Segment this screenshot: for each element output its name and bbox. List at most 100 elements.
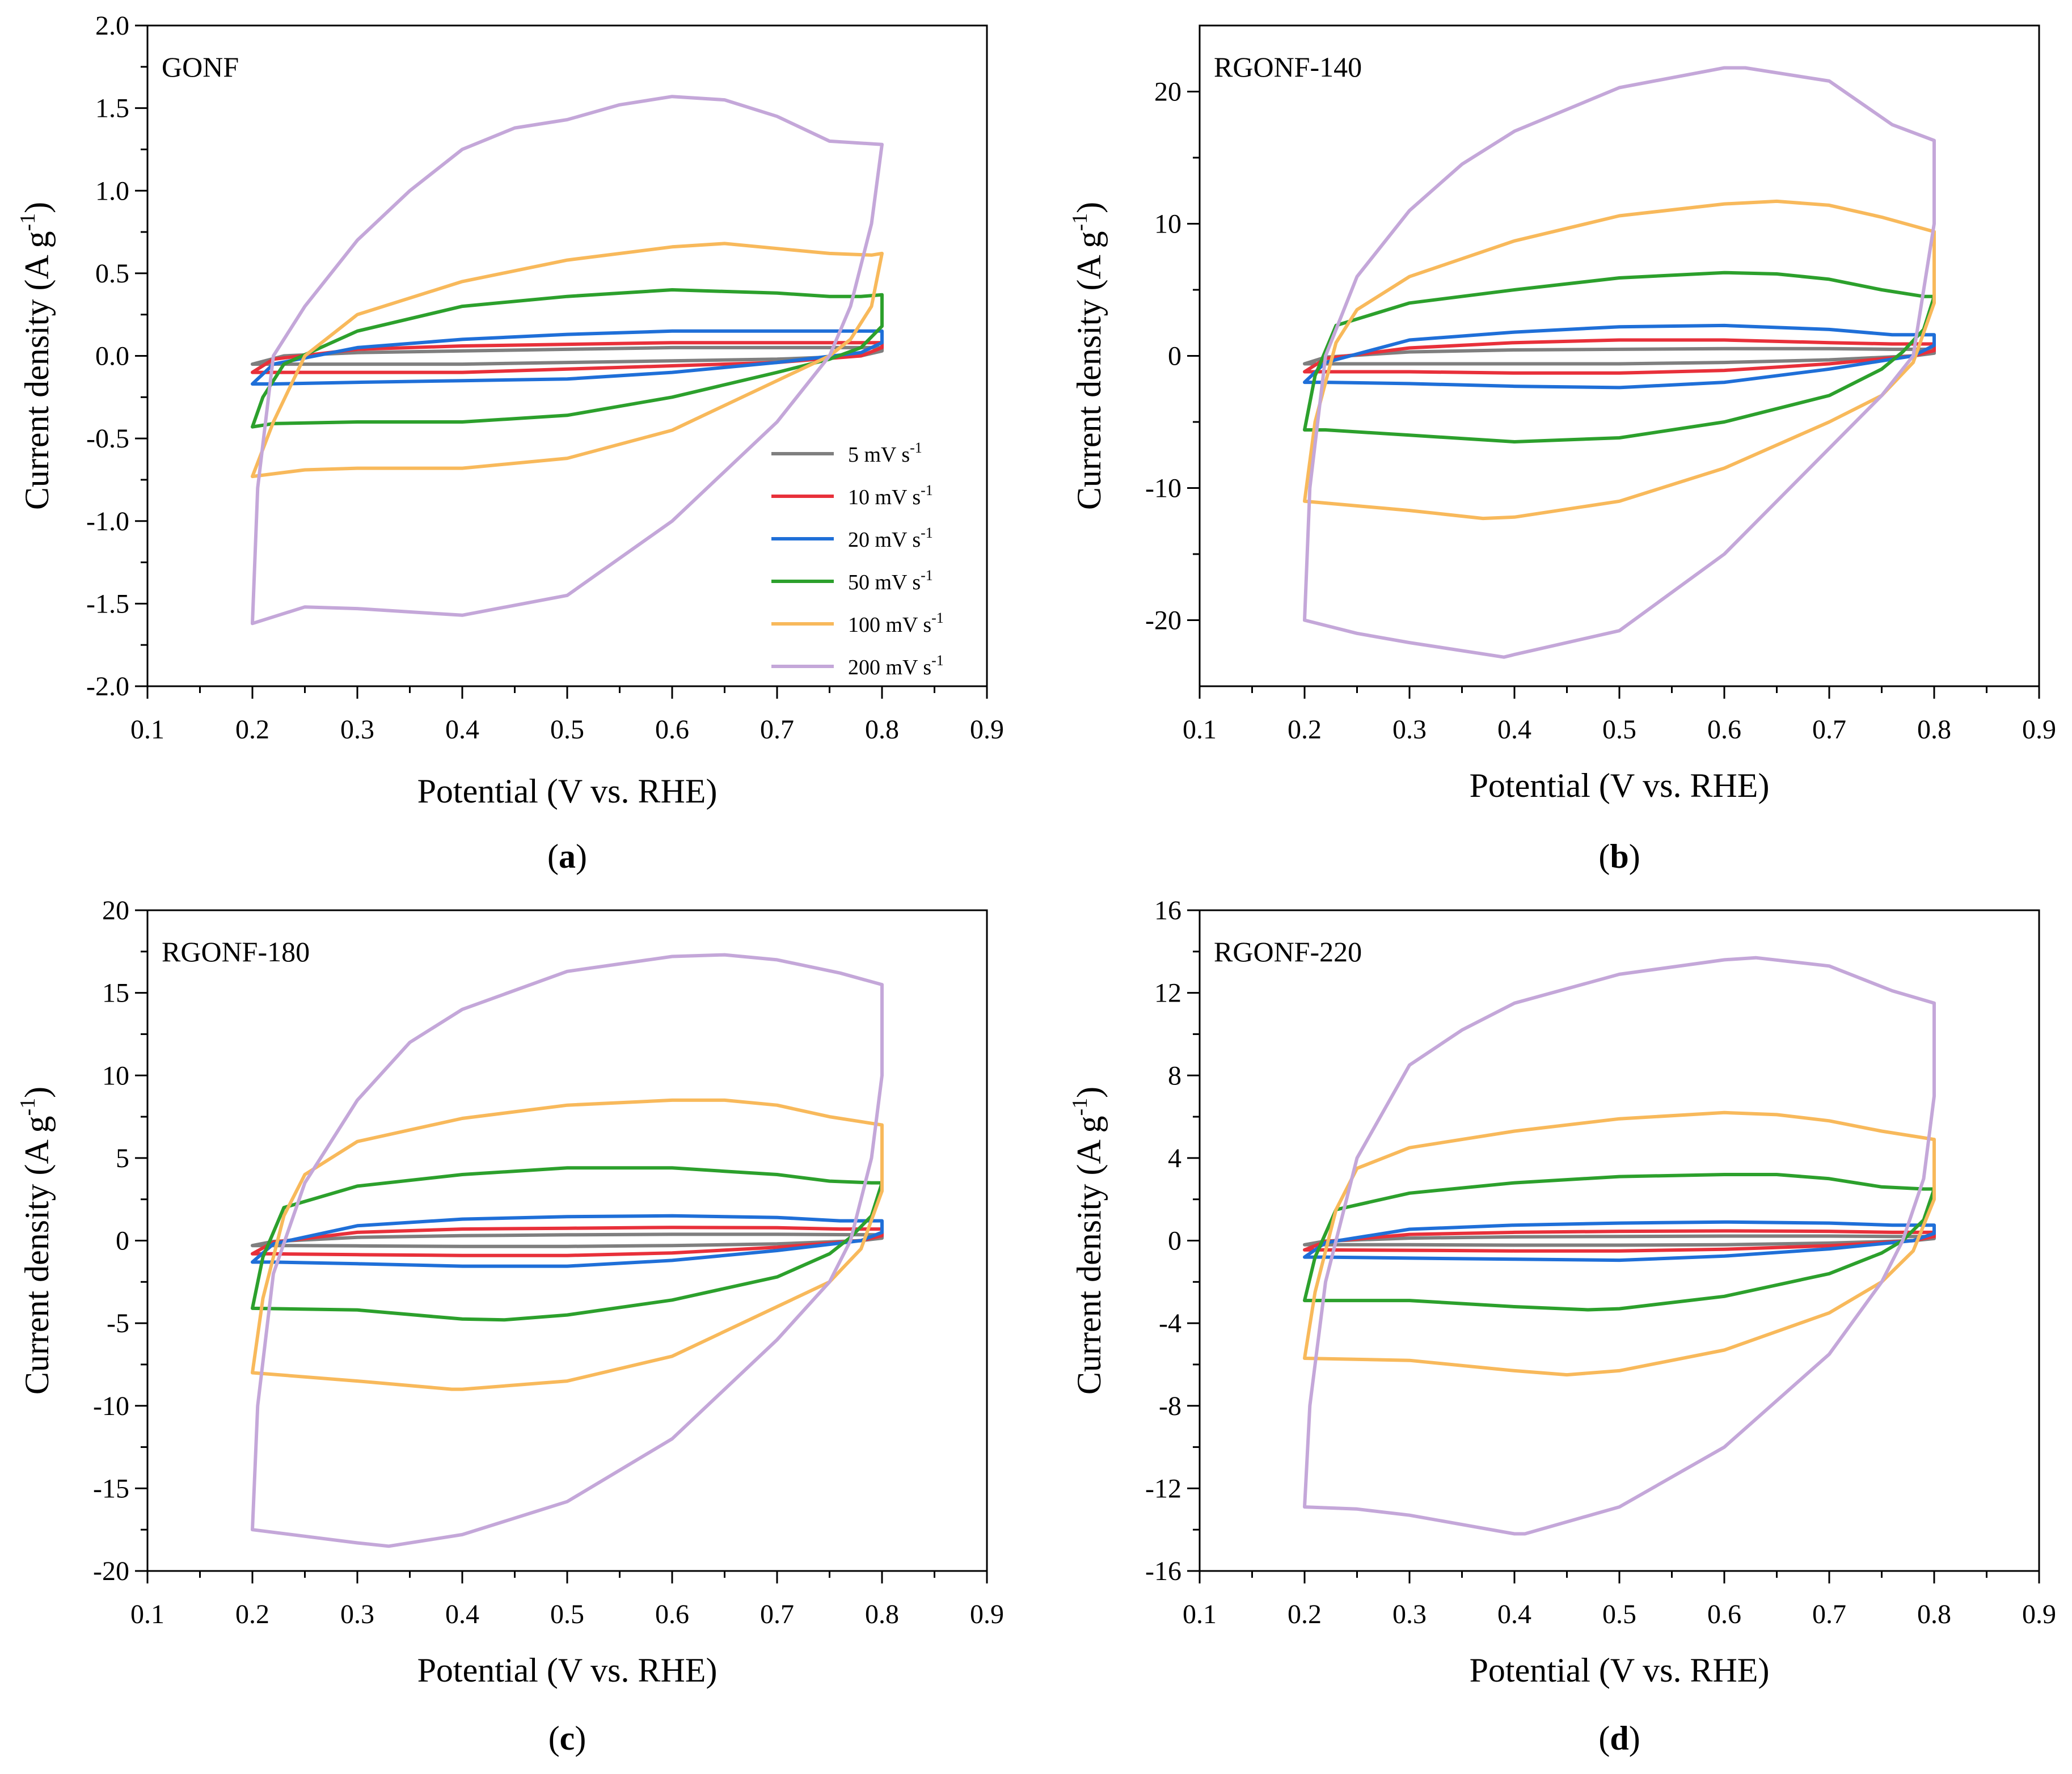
x-tick-label: 0.7 xyxy=(1812,1599,1846,1629)
y-tick-label: -4 xyxy=(1159,1308,1181,1338)
y-tick-label: 12 xyxy=(1154,978,1181,1008)
x-tick-label: 0.4 xyxy=(1497,715,1531,745)
y-tick-label: 0.0 xyxy=(95,341,129,371)
series-3-cv-loop xyxy=(1303,271,1936,444)
panel-label-close: ) xyxy=(576,838,587,875)
legend-label: 100 mV s-1 xyxy=(848,610,944,637)
x-tick-label: 0.4 xyxy=(1497,1599,1531,1629)
y-axis-title-main: Current density (A g xyxy=(1070,1116,1108,1395)
legend-label-sup: -1 xyxy=(921,482,933,499)
y-axis-title-sup: -1 xyxy=(16,1098,40,1116)
series-4-cv-loop xyxy=(1303,199,1936,521)
y-tick-label: -10 xyxy=(93,1391,129,1421)
series-2-cv-loop xyxy=(251,1214,884,1268)
panel-label-letter: a xyxy=(559,838,576,875)
x-tick-label: 0.9 xyxy=(970,715,1004,745)
x-tick-label: 0.7 xyxy=(1812,715,1846,745)
series-group xyxy=(1303,66,1936,659)
x-tick-label: 0.8 xyxy=(865,715,899,745)
x-tick-label: 0.6 xyxy=(1707,1599,1741,1629)
panel-d: 0.1 0.2 0.3 0.4 0.5 0.6 0.7 0.8 0.9 -16 -12 -8 -4 0 4 8… xyxy=(1068,896,2056,1757)
panel-label-open: ( xyxy=(547,838,559,875)
x-tick-label: 0.3 xyxy=(340,715,374,745)
y-tick-label: 0.5 xyxy=(95,259,129,289)
y-tick-label: -8 xyxy=(1159,1391,1181,1421)
x-tick-label: 0.7 xyxy=(760,1599,794,1629)
x-tick-label: 0.7 xyxy=(760,715,794,745)
y-tick-label: 5 xyxy=(116,1143,129,1173)
x-tick-label: 0.2 xyxy=(235,1599,269,1629)
legend-label-sup: -1 xyxy=(921,567,933,584)
x-tick-label: 0.4 xyxy=(445,715,479,745)
panel-label: (d) xyxy=(1598,1720,1640,1757)
y-axis-title-main: Current density (A g xyxy=(1070,231,1108,510)
x-tick-label: 0.3 xyxy=(1392,715,1427,745)
series-5-cv-loop xyxy=(1303,66,1936,659)
legend-label-main: 200 mV s xyxy=(848,656,931,679)
legend-label-main: 10 mV s xyxy=(848,485,921,509)
series-3-cv-loop xyxy=(251,288,884,429)
series-4-cv-loop xyxy=(251,1098,884,1391)
y-tick-label: -15 xyxy=(93,1473,129,1503)
series-2-cv-loop xyxy=(1303,323,1936,390)
legend-label-main: 20 mV s xyxy=(848,528,921,552)
series-5-cv-loop xyxy=(1303,956,1936,1536)
y-tick-label: -2.0 xyxy=(86,671,129,702)
y-axis-title-close: ) xyxy=(18,1087,56,1098)
legend-label-sup: -1 xyxy=(910,440,922,456)
y-tick-label: -0.5 xyxy=(86,424,129,454)
y-tick-label: 15 xyxy=(102,978,129,1008)
x-tick-label: 0.9 xyxy=(970,1599,1004,1629)
y-axis-title: Current density (A g-1) xyxy=(1068,202,1108,510)
y-tick-label: 0 xyxy=(116,1226,129,1256)
legend-label: 20 mV s-1 xyxy=(848,525,933,552)
x-tick-label: 0.1 xyxy=(1183,1599,1217,1629)
legend-label-sup: -1 xyxy=(921,525,933,541)
legend-label-main: 50 mV s xyxy=(848,571,921,594)
y-tick-label: -5 xyxy=(107,1308,129,1338)
x-axis-title: Potential (V vs. RHE) xyxy=(417,1651,718,1689)
panel-b: 0.1 0.2 0.3 0.4 0.5 0.6 0.7 0.8 0.9 -20 -10 0 10 20 RG… xyxy=(1068,24,2056,875)
x-tick-label: 0.5 xyxy=(550,1599,584,1629)
legend-label-sup: -1 xyxy=(931,652,944,669)
x-tick-label: 0.3 xyxy=(1392,1599,1427,1629)
y-tick-label: 20 xyxy=(1154,77,1181,107)
x-tick-label: 0.8 xyxy=(1917,1599,1951,1629)
y-tick-label: 1.0 xyxy=(95,176,129,206)
y-tick-label: -1.0 xyxy=(86,506,129,537)
x-tick-label: 0.6 xyxy=(1707,715,1741,745)
y-tick-label: -12 xyxy=(1145,1473,1181,1503)
legend-label: 10 mV s-1 xyxy=(848,482,933,509)
series-1-cv-loop xyxy=(1303,338,1936,375)
y-tick-label: 10 xyxy=(102,1061,129,1091)
y-tick-label: 8 xyxy=(1168,1061,1181,1091)
y-tick-label: 0 xyxy=(1168,341,1181,371)
panel-label-open: ( xyxy=(548,1720,560,1757)
y-tick-label: -10 xyxy=(1145,474,1181,504)
panel-label-letter: c xyxy=(560,1720,575,1757)
series-5-cv-loop xyxy=(251,953,884,1548)
panel-label: (c) xyxy=(548,1720,586,1757)
y-axis-title-close: ) xyxy=(1070,1087,1108,1098)
x-tick-label: 0.3 xyxy=(340,1599,374,1629)
legend-label: 50 mV s-1 xyxy=(848,567,933,594)
panel-label-close: ) xyxy=(1629,1720,1640,1757)
legend-label: 5 mV s-1 xyxy=(848,440,922,467)
series-5-cv-loop xyxy=(251,95,884,626)
x-tick-label: 0.8 xyxy=(1917,715,1951,745)
x-tick-label: 0.9 xyxy=(2022,1599,2056,1629)
series-1-cv-loop xyxy=(251,341,884,374)
series-0-cv-loop xyxy=(251,1232,884,1248)
x-axis-title: Potential (V vs. RHE) xyxy=(1470,1651,1770,1689)
series-3-cv-loop xyxy=(1303,1173,1936,1312)
x-tick-label: 0.4 xyxy=(445,1599,479,1629)
x-tick-label: 0.2 xyxy=(235,715,269,745)
x-axis-title: Potential (V vs. RHE) xyxy=(417,772,718,810)
y-tick-label: -16 xyxy=(1145,1556,1181,1586)
x-tick-label: 0.9 xyxy=(2022,715,2056,745)
series-3-cv-loop xyxy=(251,1166,884,1322)
series-2-cv-loop xyxy=(251,329,884,386)
panel-a: 0.1 0.2 0.3 0.4 0.5 0.6 0.7 0.8 0.9 -2.0 -1.5 -1.0 -… xyxy=(16,11,1004,875)
series-group xyxy=(251,95,884,626)
y-axis-title: Current density (A g-1) xyxy=(1068,1087,1108,1395)
